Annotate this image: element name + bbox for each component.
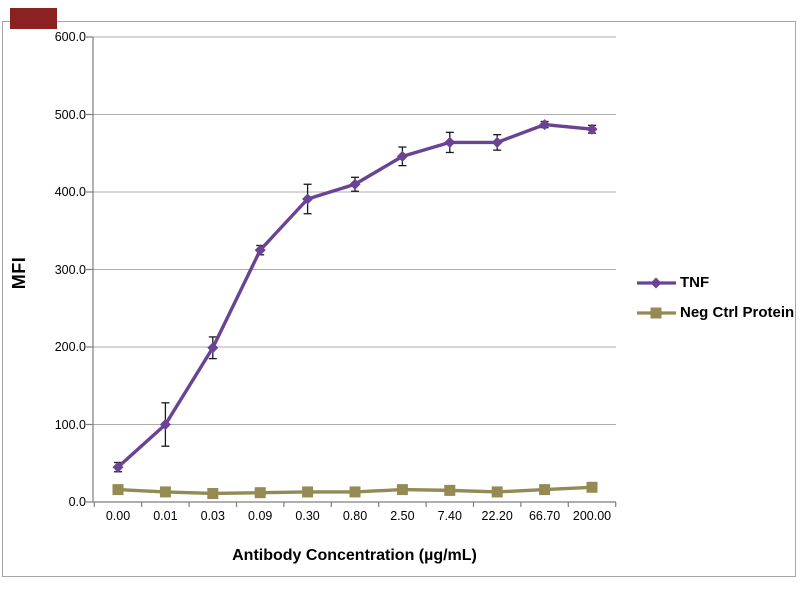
y-tick-label: 600.0	[54, 30, 86, 44]
marker-neg-ctrl-protein	[491, 486, 503, 498]
marker-neg-ctrl-protein	[159, 486, 171, 498]
legend-label: TNF	[680, 274, 710, 291]
marker-tnf	[207, 342, 219, 354]
x-tick-label: 0.03	[200, 509, 225, 523]
y-tick-label: 100.0	[54, 417, 86, 432]
marker-neg-ctrl-protein	[444, 484, 456, 496]
marker-tnf	[586, 123, 598, 135]
x-tick-label: 0.09	[248, 509, 273, 523]
legend: TNF Neg Ctrl Protein	[636, 274, 794, 334]
y-tick-label: 0.0	[68, 495, 86, 509]
x-tick-label: 2.50	[390, 509, 415, 523]
x-axis-title: Antibody Concentration (µg/mL)	[232, 547, 477, 564]
marker-tnf	[254, 244, 266, 256]
x-tick-label: 22.20	[481, 509, 513, 523]
marker-tnf	[444, 136, 456, 148]
marker-neg-ctrl-protein	[254, 487, 266, 499]
marker-tnf	[396, 150, 408, 162]
marker-neg-ctrl-protein	[539, 484, 551, 496]
marker-tnf	[491, 136, 503, 148]
legend-item-tnf: TNF	[636, 274, 794, 291]
marker-neg-ctrl-protein	[586, 481, 598, 493]
x-tick-label: 0.80	[342, 509, 368, 523]
legend-label: Neg Ctrl Protein	[680, 304, 795, 321]
marker-tnf	[539, 119, 551, 131]
x-tick-label: 0.30	[295, 509, 320, 523]
marker-tnf	[349, 178, 361, 190]
marker-neg-ctrl-protein	[302, 486, 314, 498]
y-tick-label: 500.0	[54, 107, 86, 122]
logo-badge	[10, 8, 57, 29]
marker-neg-ctrl-protein	[349, 486, 361, 498]
y-tick-label: 200.0	[54, 340, 86, 354]
marker-neg-ctrl-protein	[396, 484, 408, 496]
marker-tnf	[112, 461, 124, 473]
marker-tnf	[159, 419, 171, 430]
x-tick-label: 200.00	[572, 509, 612, 523]
x-tick-label: 0.01	[153, 509, 178, 523]
x-tick-label: 66.70	[528, 509, 561, 523]
x-tick-label: 7.40	[437, 509, 462, 523]
marker-tnf	[302, 193, 314, 205]
marker-neg-ctrl-protein	[207, 487, 219, 499]
legend-marker-square-icon	[637, 307, 676, 318]
y-tick-label: 400.0	[54, 185, 86, 199]
x-tick-label: 0.00	[105, 509, 131, 523]
marker-neg-ctrl-protein	[112, 484, 124, 496]
legend-marker-diamond-icon	[637, 277, 676, 288]
legend-item-neg-ctrl-protein: Neg Ctrl Protein	[636, 304, 794, 321]
series-line-tnf	[116, 122, 594, 469]
y-tick-label: 300.0	[54, 262, 86, 277]
